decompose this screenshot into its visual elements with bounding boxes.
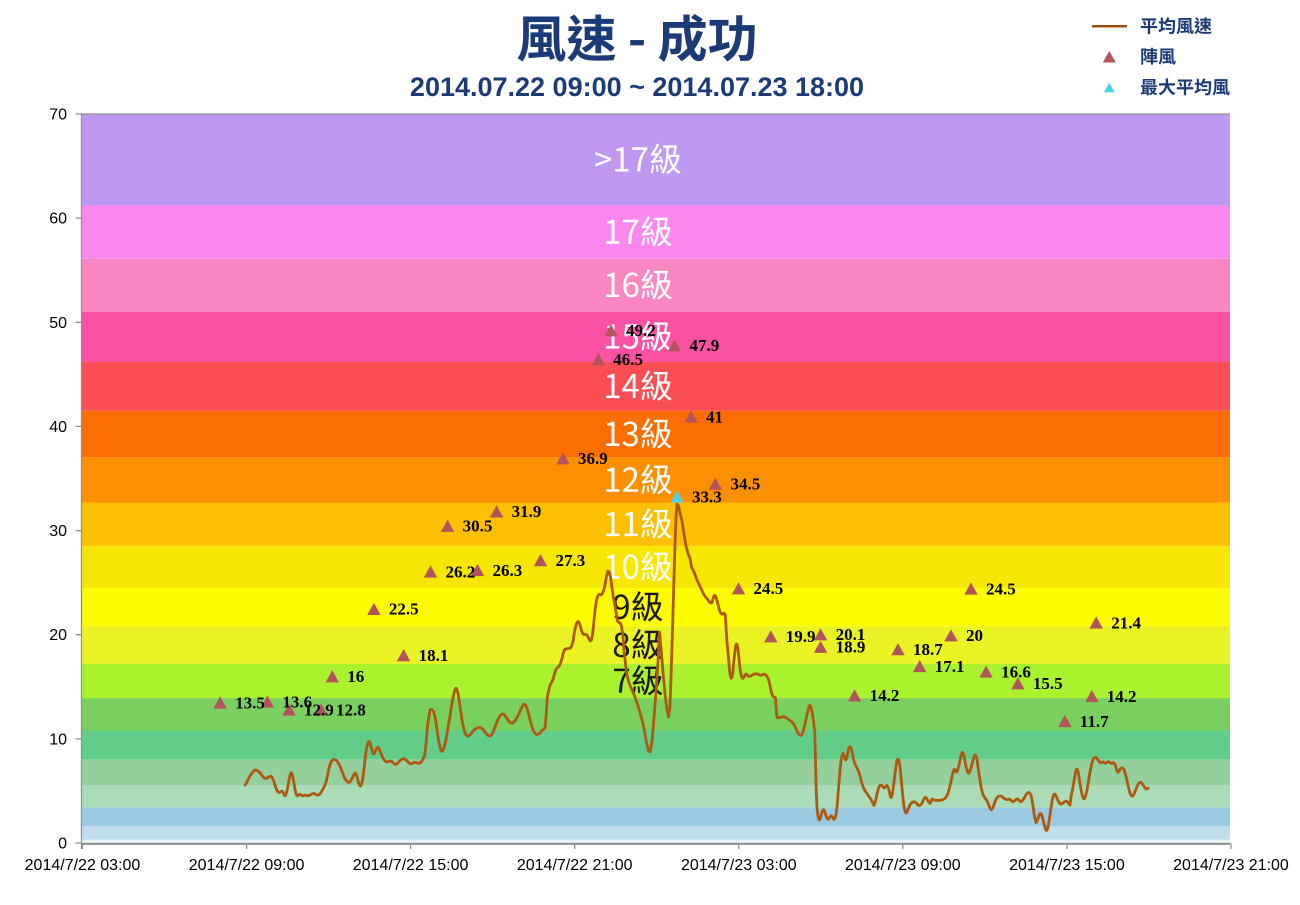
svg-text:18.9: 18.9 [836,638,866,657]
svg-text:20.1: 20.1 [836,625,866,644]
svg-text:2014/7/22 09:00: 2014/7/22 09:00 [189,857,305,874]
svg-text:24.5: 24.5 [754,579,784,598]
svg-text:46.5: 46.5 [613,350,643,369]
svg-text:20: 20 [49,627,67,644]
svg-text:19.9: 19.9 [786,627,816,646]
svg-text:49.2: 49.2 [626,321,656,340]
svg-text:12.8: 12.8 [336,700,366,719]
svg-text:10: 10 [49,731,67,748]
svg-text:2014/7/23 21:00: 2014/7/23 21:00 [1173,857,1289,874]
svg-text:16.6: 16.6 [1001,662,1031,681]
svg-text:16: 16 [347,667,364,686]
svg-text:31.9: 31.9 [512,502,542,521]
svg-text:41: 41 [706,407,723,426]
svg-text:47.9: 47.9 [690,336,720,355]
svg-text:2014.07.22 09:00 ~ 2014.07.23: 2014.07.22 09:00 ~ 2014.07.23 18:00 [410,72,864,102]
svg-text:50: 50 [49,315,67,332]
svg-text:18.1: 18.1 [419,646,449,665]
svg-text:26.3: 26.3 [493,561,523,580]
svg-text:21.4: 21.4 [1111,613,1141,632]
svg-text:30.5: 30.5 [463,517,493,536]
svg-text:13.5: 13.5 [235,693,265,712]
svg-text:2014/7/23 03:00: 2014/7/23 03:00 [681,857,797,874]
svg-text:26.2: 26.2 [446,562,476,581]
svg-text:14.2: 14.2 [870,686,900,705]
svg-text:14.2: 14.2 [1107,687,1137,706]
svg-text:24.5: 24.5 [986,579,1016,598]
svg-text:11.7: 11.7 [1080,712,1109,731]
svg-text:17.1: 17.1 [935,657,965,676]
svg-text:12.9: 12.9 [304,700,334,719]
svg-text:18.7: 18.7 [913,640,943,659]
svg-text:20: 20 [966,626,983,645]
svg-text:30: 30 [49,523,67,540]
svg-text:70: 70 [49,107,67,124]
svg-text:40: 40 [49,419,67,436]
svg-text:36.9: 36.9 [578,449,608,468]
svg-text:2014/7/22 03:00: 2014/7/22 03:00 [25,857,141,874]
svg-text:2014/7/23 09:00: 2014/7/23 09:00 [845,857,961,874]
svg-text:2014/7/22 15:00: 2014/7/22 15:00 [353,857,469,874]
svg-text:27.3: 27.3 [556,551,586,570]
svg-text:2014/7/23 15:00: 2014/7/23 15:00 [1009,857,1125,874]
svg-text:15.5: 15.5 [1033,674,1063,693]
svg-text:13.6: 13.6 [282,692,312,711]
svg-text:2014/7/22 21:00: 2014/7/22 21:00 [517,857,633,874]
svg-text:0: 0 [58,836,67,853]
svg-text:22.5: 22.5 [389,600,419,619]
svg-text:33.3: 33.3 [692,487,722,506]
svg-text:60: 60 [49,211,67,228]
svg-text:34.5: 34.5 [731,475,761,494]
